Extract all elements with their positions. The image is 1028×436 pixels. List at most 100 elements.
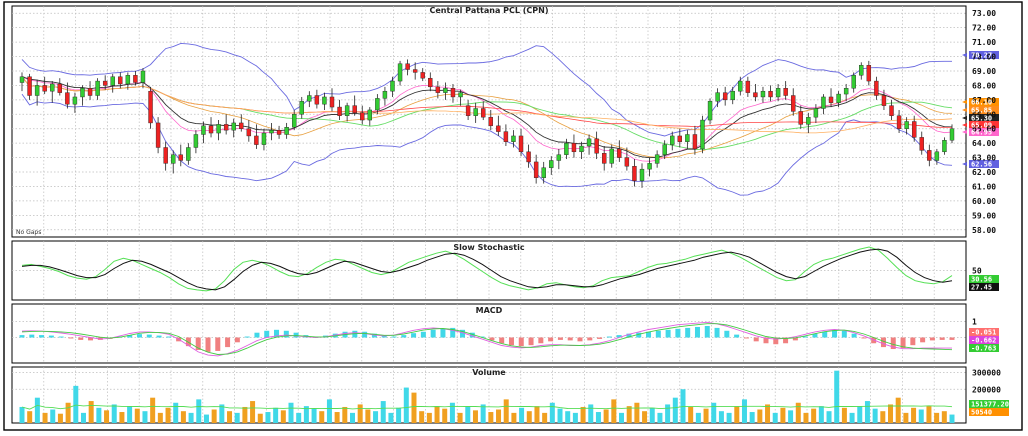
macd-histogram-bar [264,330,270,338]
macd-last-value-tag [969,328,999,336]
volume-bar [611,399,617,423]
volume-bar [27,411,33,423]
candle-body [874,80,879,96]
candle-body [208,125,214,134]
macd-histogram-bar [254,332,260,338]
volume-bar [480,404,486,423]
volume-bar [296,412,302,423]
macd-histogram-bar [225,337,231,348]
macd-histogram-bar [773,337,779,345]
volume-last-value-tag [969,408,1009,416]
candle-body [707,101,713,121]
volume-bar [741,399,747,423]
macd-histogram-bar [234,337,240,343]
macd-last-value-label: -0.051 [971,329,996,337]
volume-bar [711,402,717,423]
price-tick-label: 68.00 [972,81,996,90]
price-last-value-tag [969,160,999,168]
volume-bar [396,407,402,423]
candle-body [526,151,531,163]
price-tick-label: 65.00 [972,125,996,134]
candle-body [549,160,554,168]
volume-bar [288,402,294,423]
bollinger-middle-line [21,76,953,159]
candle-body [821,96,826,109]
macd-histogram-bar [812,333,818,338]
macd-histogram-bar [694,326,700,338]
candle-body [639,168,645,181]
macd-histogram-bar [411,333,417,338]
candle-body [722,92,728,101]
macd-histogram-bar [626,333,632,338]
volume-tick-label: 200000 [972,385,1001,394]
candle-body [541,167,546,179]
candle-body [390,80,395,92]
candle-body [148,90,153,124]
macd-histogram-bar [489,337,495,341]
macd-histogram-bar [802,336,808,338]
candle-body [934,151,940,161]
volume-bar [365,409,371,423]
volume-bar [757,409,763,423]
price-tick-label: 63.00 [972,154,996,163]
macd-histogram-bar [714,327,720,338]
price-tag-arrow [962,130,967,134]
macd-histogram-bar [528,337,534,346]
stoch-last-value-tag [969,275,999,283]
price-last-value-label: 70.27 [971,52,992,60]
candle-body [586,138,592,147]
volume-bar [772,412,778,423]
candle-body [677,135,683,142]
volume-bar [373,411,379,423]
candle-body [133,75,138,83]
volume-bar [841,407,847,423]
volume-bar [941,411,947,423]
macd-histogram-bar [401,335,407,338]
volume-bar [795,402,801,423]
price-tag-arrow [962,53,967,57]
candle-body [284,127,289,135]
price-last-value-label: 65.85 [971,107,992,115]
macd-histogram-bar [156,335,162,338]
candle-body [269,129,274,134]
stoch-last-value-tag [969,283,999,291]
volume-average-line [21,404,953,410]
volume-bar [411,392,417,423]
price-last-value-tag [969,128,999,136]
volume-bar [526,411,532,423]
candle-body [609,148,614,164]
sma-extra-line [21,76,953,134]
macd-histogram-bar [166,336,172,338]
candle-body [337,106,342,116]
candle-body [276,129,282,135]
candle-body [110,76,115,86]
macd-histogram-bar [606,336,612,338]
price-tag-arrow [962,116,967,120]
volume-bar [127,406,133,423]
macd-histogram-bar [440,328,446,338]
macd-histogram-bar [450,327,456,338]
macd-histogram-bar [460,329,466,338]
volume-bar [680,389,686,423]
candle-body [881,95,887,106]
candle-body [813,108,819,118]
macd-histogram-bar [832,329,838,338]
price-tick-label: 66.00 [972,110,996,119]
candle-body [367,109,373,121]
volume-bar [749,412,755,423]
candle-body [760,90,766,98]
price-last-value-tag [969,106,999,114]
macd-histogram-bar [146,334,152,338]
volume-bar [649,407,655,423]
candle-body [496,125,501,132]
volume-bar [657,412,663,423]
volume-bar [888,404,894,423]
candle-body [889,105,894,116]
volume-bar [349,412,355,423]
macd-last-value-label: -0.763 [971,345,996,353]
macd-histogram-bar [557,337,563,340]
price-tag-arrow [962,108,967,112]
macd-histogram-bar [587,337,593,341]
volume-last-value-label: 50540 [971,409,992,417]
